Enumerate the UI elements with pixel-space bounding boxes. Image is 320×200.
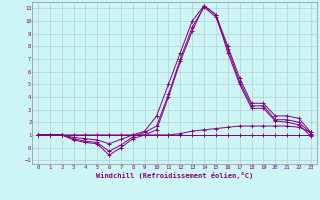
X-axis label: Windchill (Refroidissement éolien,°C): Windchill (Refroidissement éolien,°C) [96, 172, 253, 179]
